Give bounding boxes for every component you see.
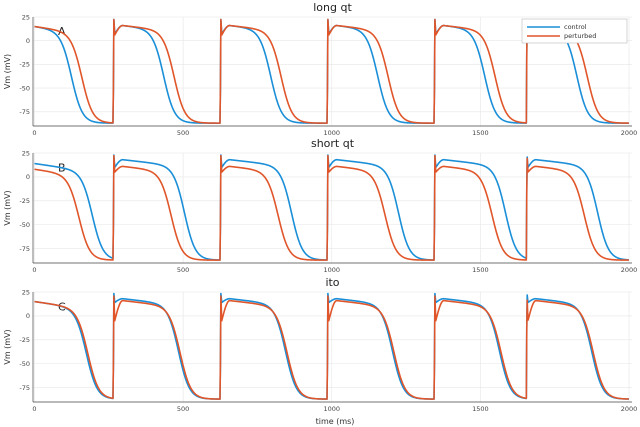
panel-letter: A <box>58 25 66 38</box>
x-tick-label: 0 <box>32 405 36 413</box>
panel-title: ito <box>325 276 339 289</box>
series-line-control <box>34 154 630 261</box>
x-tick-label: 0 <box>32 129 36 137</box>
series-line-perturbed <box>34 154 630 261</box>
x-tick-label: 2000 <box>621 266 638 274</box>
y-tick-label: -75 <box>19 245 30 253</box>
legend-box <box>521 18 628 44</box>
x-tick-label: 1500 <box>472 405 489 413</box>
y-tick-label: -50 <box>19 360 30 368</box>
y-axis-label: Vm (mV) <box>3 190 12 225</box>
series-line-control <box>34 292 630 400</box>
y-tick-label: 0 <box>26 37 30 45</box>
y-tick-label: -75 <box>19 384 30 392</box>
y-tick-label: -25 <box>19 61 30 69</box>
legend-label-control: control <box>564 23 587 31</box>
x-tick-label: 2000 <box>621 405 638 413</box>
y-tick-label: 25 <box>22 13 30 21</box>
x-tick-label: 0 <box>32 266 36 274</box>
x-tick-label: 500 <box>177 266 189 274</box>
y-tick-label: -75 <box>19 108 30 116</box>
panel-title: long qt <box>313 1 352 14</box>
x-tick-label: 1500 <box>472 266 489 274</box>
y-tick-label: -25 <box>19 197 30 205</box>
x-tick-label: 1000 <box>323 129 340 137</box>
x-tick-label: 1000 <box>323 405 340 413</box>
panel-b: 25 0 -25 -50 -75 0 500 1000 1500 2000 short qt Vm (… <box>3 137 637 274</box>
y-tick-label: 0 <box>26 173 30 181</box>
y-axis-label: Vm (mV) <box>3 54 12 89</box>
panel-a: 25 0 -25 -50 -75 0 500 1000 1500 2000 long qt Vm (m… <box>3 1 637 137</box>
x-axis-label: time (ms) <box>316 417 355 426</box>
panel-title: short qt <box>311 137 355 150</box>
y-tick-label: -25 <box>19 336 30 344</box>
legend-label-perturbed: perturbed <box>564 32 596 40</box>
y-axis-label: Vm (mV) <box>3 329 12 364</box>
x-tick-label: 500 <box>177 129 189 137</box>
series-line-perturbed <box>34 295 630 400</box>
y-tick-label: -50 <box>19 221 30 229</box>
x-tick-label: 1000 <box>323 266 340 274</box>
y-tick-label: 25 <box>22 288 30 296</box>
x-tick-label: 2000 <box>621 129 638 137</box>
y-tick-label: -50 <box>19 84 30 92</box>
x-tick-label: 1500 <box>472 129 489 137</box>
x-tick-label: 500 <box>177 405 189 413</box>
y-tick-label: 0 <box>26 312 30 320</box>
y-tick-label: 25 <box>22 149 30 157</box>
